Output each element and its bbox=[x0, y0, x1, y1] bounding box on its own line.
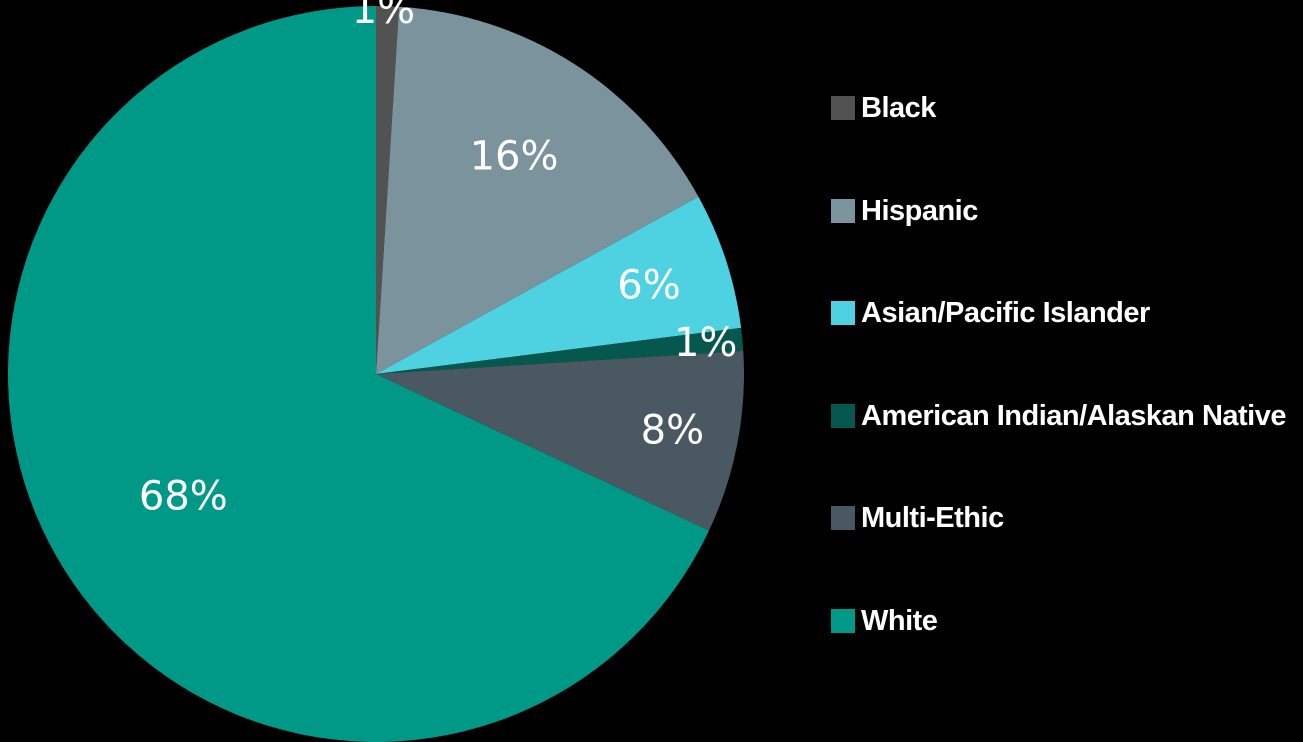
pie-slice-white bbox=[8, 6, 709, 742]
legend-label-american-indian-alaskan-native: American Indian/Alaskan Native bbox=[861, 399, 1287, 432]
legend-label-asian-pacific-islander: Asian/Pacific Islander bbox=[861, 297, 1150, 329]
pie-data-labels: 1% 16% 6% 1% 8% 68% bbox=[139, 0, 738, 519]
legend-item-white: White bbox=[831, 597, 1301, 700]
legend-swatch-white bbox=[831, 608, 855, 633]
pie-slices bbox=[8, 6, 744, 742]
legend-item-american-indian-alaskan-native: American Indian/Alaskan Native bbox=[831, 392, 1301, 495]
legend-item-multi-ethic: Multi-Ethic bbox=[831, 494, 1301, 597]
legend-item-asian-pacific-islander: Asian/Pacific Islander bbox=[831, 289, 1301, 392]
pie-slice-black bbox=[376, 6, 400, 374]
data-label-multi-ethic: 8% bbox=[641, 408, 704, 454]
legend-label-white: White bbox=[861, 604, 938, 637]
pie-slice-multi-ethic bbox=[376, 350, 744, 531]
legend-item-black: Black bbox=[831, 84, 1301, 187]
data-label-asian-pacific-islander: 6% bbox=[617, 262, 680, 308]
legend-swatch-hispanic bbox=[831, 198, 855, 223]
pie-plot-area: 1% 16% 6% 1% 8% 68% bbox=[8, 0, 744, 742]
data-label-white: 68% bbox=[139, 473, 228, 519]
pie-slice-asian-pacific-islander bbox=[376, 196, 742, 374]
legend-swatch-multi-ethic bbox=[831, 506, 855, 530]
legend-swatch-black bbox=[831, 96, 855, 120]
legend: Black Hispanic Asian/Pacific Islander Am… bbox=[831, 84, 1301, 699]
legend-swatch-american-indian-alaskan-native bbox=[831, 403, 855, 428]
legend-label-multi-ethic: Multi-Ethic bbox=[861, 502, 1004, 534]
data-label-american-indian-alaskan-native: 1% bbox=[674, 320, 737, 366]
legend-label-hispanic: Hispanic bbox=[861, 194, 978, 227]
data-label-hispanic: 16% bbox=[470, 134, 559, 180]
pie-slice-hispanic bbox=[376, 6, 699, 374]
legend-label-black: Black bbox=[861, 92, 936, 124]
legend-swatch-asian-pacific-islander bbox=[831, 301, 855, 325]
pie-slice-american-indian-alaskan-native bbox=[376, 327, 744, 374]
data-label-black: 1% bbox=[352, 0, 415, 33]
legend-item-hispanic: Hispanic bbox=[831, 187, 1301, 290]
